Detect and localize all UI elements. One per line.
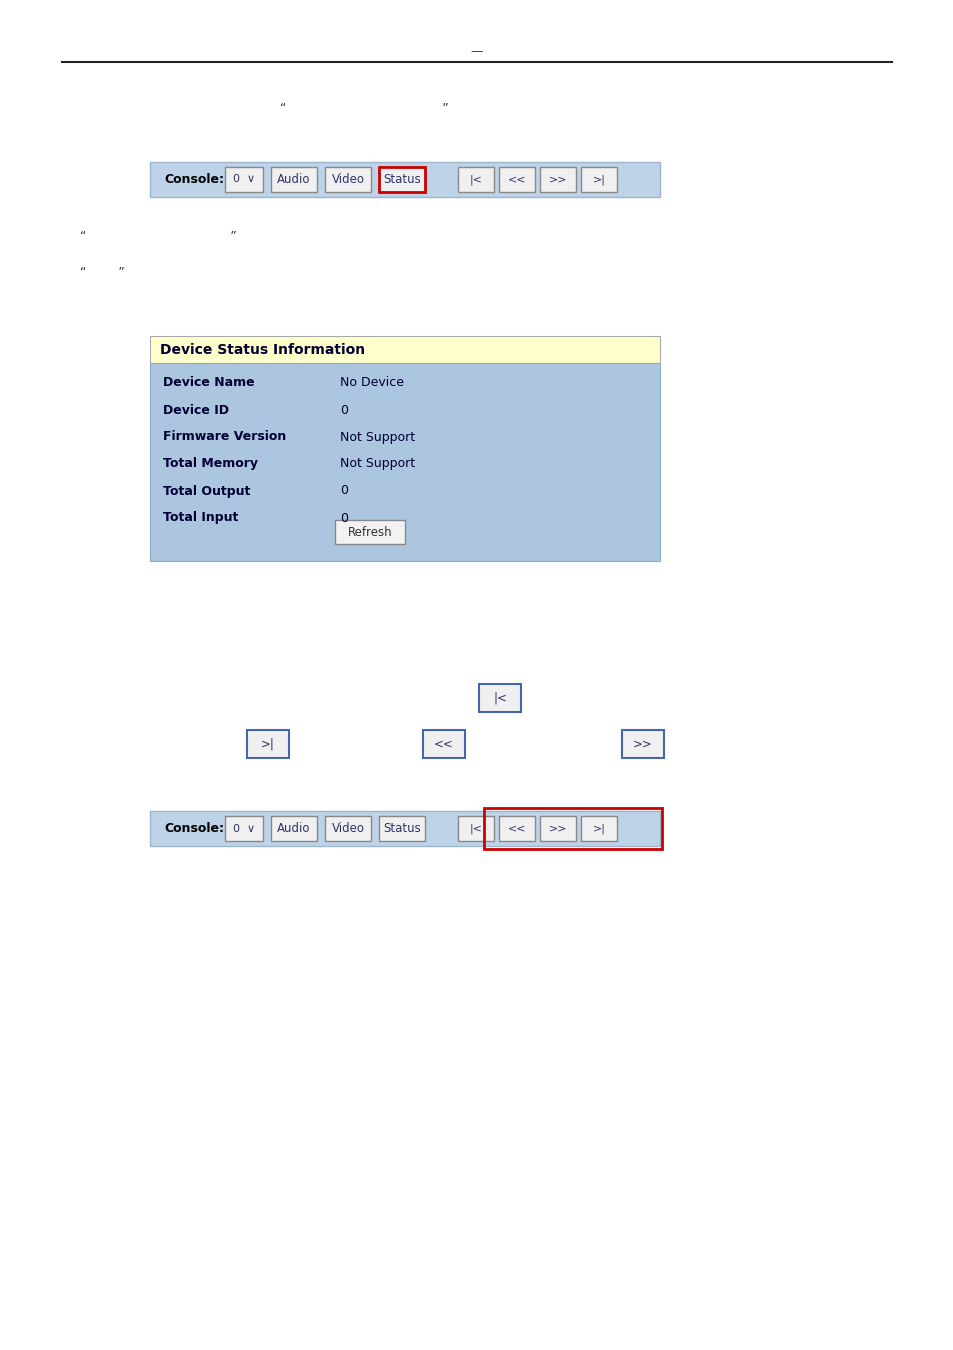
- Text: >>: >>: [633, 737, 652, 751]
- Text: Device Name: Device Name: [163, 377, 254, 390]
- Bar: [580, 817, 617, 841]
- Text: >>: >>: [548, 174, 567, 185]
- Bar: [225, 167, 263, 192]
- Text: Console:: Console:: [164, 822, 224, 836]
- Text: “        ”: “ ”: [80, 266, 125, 278]
- Text: <<: <<: [507, 824, 526, 833]
- Text: No Device: No Device: [339, 377, 403, 390]
- Text: 0: 0: [339, 485, 348, 498]
- Text: Audio: Audio: [277, 822, 311, 836]
- Bar: [150, 363, 659, 562]
- Text: Not Support: Not Support: [339, 431, 415, 444]
- Text: Device ID: Device ID: [163, 404, 229, 417]
- Bar: [271, 167, 316, 192]
- Bar: [150, 162, 659, 197]
- Text: Firmware Version: Firmware Version: [163, 431, 286, 444]
- Text: Device Status Information: Device Status Information: [160, 343, 365, 356]
- Text: —: —: [470, 46, 483, 58]
- Text: Status: Status: [383, 173, 420, 186]
- Bar: [247, 730, 289, 757]
- Text: Not Support: Not Support: [339, 458, 415, 471]
- Text: 0: 0: [339, 512, 348, 525]
- Bar: [150, 336, 659, 363]
- Text: Refresh: Refresh: [347, 525, 392, 539]
- Text: <<: <<: [507, 174, 526, 185]
- Text: Total Output: Total Output: [163, 485, 250, 498]
- Text: 0  ∨: 0 ∨: [233, 824, 254, 833]
- Bar: [271, 817, 316, 841]
- Bar: [483, 809, 661, 849]
- Bar: [580, 167, 617, 192]
- Text: Video: Video: [331, 822, 364, 836]
- Text: Console:: Console:: [164, 173, 224, 186]
- Bar: [478, 684, 520, 711]
- Bar: [498, 167, 535, 192]
- Text: >|: >|: [592, 824, 605, 834]
- Text: >|: >|: [592, 174, 605, 185]
- Text: |<: |<: [469, 174, 482, 185]
- Text: >|: >|: [261, 737, 274, 751]
- Text: 0: 0: [339, 404, 348, 417]
- Bar: [498, 817, 535, 841]
- Text: >>: >>: [548, 824, 567, 833]
- Bar: [539, 817, 576, 841]
- Bar: [422, 730, 464, 757]
- Bar: [621, 730, 663, 757]
- Bar: [325, 817, 371, 841]
- Text: “                                       ”: “ ”: [280, 101, 448, 115]
- Text: 0  ∨: 0 ∨: [233, 174, 254, 185]
- Text: “                                    ”: “ ”: [80, 231, 236, 243]
- Text: Video: Video: [331, 173, 364, 186]
- Text: Total Memory: Total Memory: [163, 458, 257, 471]
- Bar: [225, 817, 263, 841]
- Bar: [335, 520, 405, 544]
- Text: Status: Status: [383, 822, 420, 836]
- Text: Total Input: Total Input: [163, 512, 238, 525]
- Bar: [457, 167, 494, 192]
- Text: |<: |<: [469, 824, 482, 834]
- Bar: [378, 167, 424, 192]
- Bar: [150, 811, 659, 846]
- Bar: [378, 817, 424, 841]
- Bar: [457, 817, 494, 841]
- Text: Audio: Audio: [277, 173, 311, 186]
- Text: <<: <<: [434, 737, 454, 751]
- Text: |<: |<: [493, 691, 506, 705]
- Bar: [325, 167, 371, 192]
- Bar: [539, 167, 576, 192]
